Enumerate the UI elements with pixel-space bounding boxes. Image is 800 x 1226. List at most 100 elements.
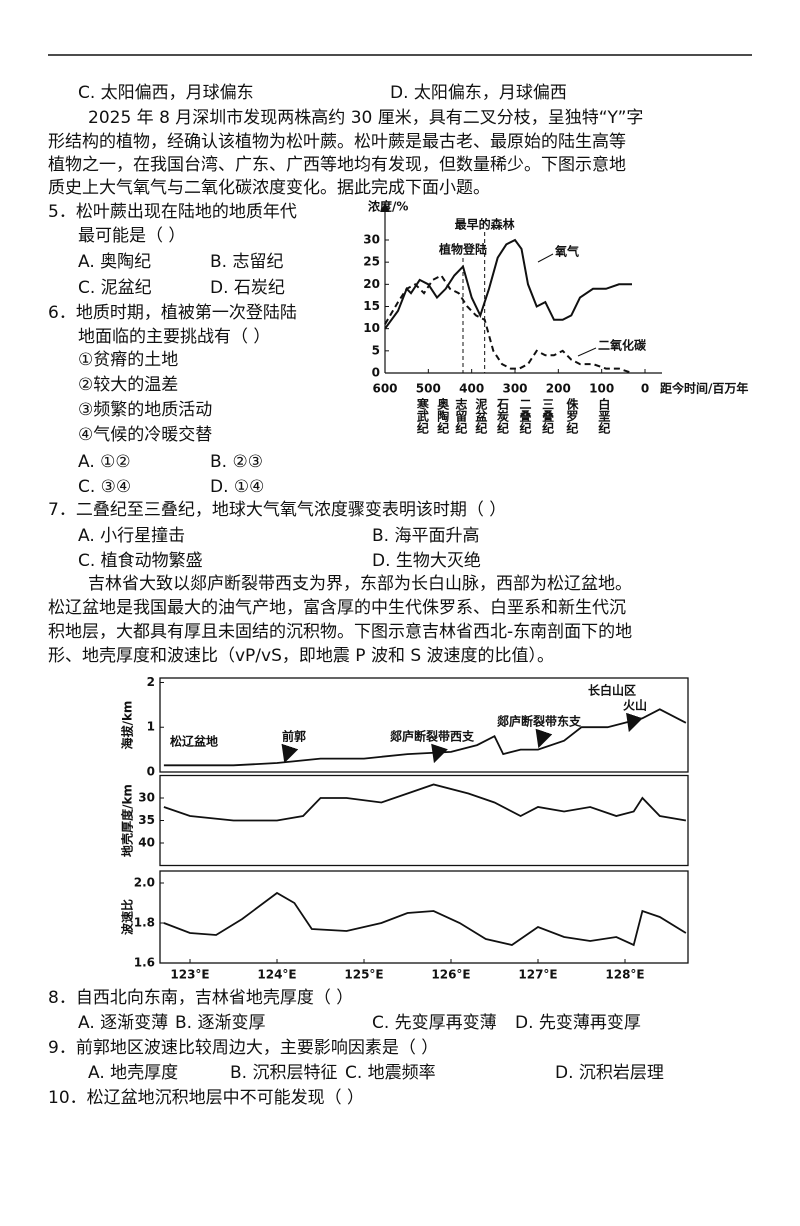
y-axis-label: 海拔/km	[120, 701, 135, 750]
option: D. 沉积岩层理	[555, 1063, 664, 1083]
profile-line	[163, 783, 687, 822]
option: A. 奥陶纪	[78, 252, 151, 272]
x-tick-label: 100	[589, 382, 614, 396]
y-tick-label: 1.8	[134, 916, 155, 930]
x-tick-label: 123°E	[170, 968, 209, 982]
passage-line: 形结构的植物，经确认该植物为松叶蕨。松叶蕨是最古老、最原始的陆生高等	[48, 132, 626, 152]
option: C. 植食动物繁盛	[78, 551, 203, 571]
option: C. 太阳偏西，月球偏东	[78, 83, 254, 103]
option: C. ③④	[78, 477, 131, 497]
option: A. 小行星撞击	[78, 526, 185, 546]
passage-line: 形、地壳厚度和波速比（vP/vS，即地震 P 波和 S 波速度的比值）。	[48, 646, 554, 666]
y-tick-label: 0	[147, 765, 155, 779]
period-label: 志留纪	[454, 397, 468, 435]
panel-frame	[159, 870, 689, 964]
y-tick-label: 2	[147, 675, 155, 689]
x-tick-label: 200	[546, 382, 571, 396]
legend-label: 氧气	[554, 244, 579, 259]
y-tick-label: 1	[147, 720, 155, 734]
y-tick-label: 35	[138, 813, 155, 827]
option: B. 海平面升高	[372, 526, 479, 546]
question-stem: 5．松叶蕨出现在陆地的地质年代	[48, 202, 297, 222]
annotation: 火山	[623, 698, 647, 713]
period-label: 奥陶纪	[436, 397, 450, 435]
data-line	[384, 274, 633, 374]
option: B. ②③	[210, 452, 263, 472]
x-axis-label: 距今时间/百万年	[660, 381, 748, 396]
option: D. ①④	[210, 477, 264, 497]
question-stem: 最可能是（ ）	[78, 226, 185, 246]
x-tick-label: 400	[459, 382, 484, 396]
option: A. ①②	[78, 452, 131, 472]
passage-line: 2025 年 8 月深圳市发现两株高约 30 厘米，具有二叉分枝，呈独特“Y”字	[88, 108, 643, 128]
period-label: 二叠纪	[518, 398, 532, 435]
annotation-arrow	[626, 712, 643, 733]
option: D. 先变薄再变厚	[515, 1013, 641, 1033]
legend-label: 二氧化碳	[598, 338, 647, 353]
passage-line: 质史上大气氧气与二氧化碳浓度变化。据此完成下面小题。	[48, 178, 490, 198]
y-tick-label: 5	[372, 343, 380, 357]
passage-line: 吉林省大致以郯庐断裂带西支为界，东部为长白山脉，西部为松辽盆地。	[88, 574, 632, 594]
x-tick-label: 500	[416, 382, 441, 396]
period-label: 白垩纪	[597, 397, 611, 435]
annotation-arrow	[535, 728, 553, 749]
leader	[537, 253, 554, 263]
statement: ③频繁的地质活动	[78, 400, 212, 420]
x-tick-label: 124°E	[257, 968, 296, 982]
y-tick-label: 30	[138, 791, 155, 805]
annotation-arrow	[431, 743, 448, 764]
option: C. 地震频率	[345, 1063, 436, 1083]
question-stem: 地面临的主要挑战有（ ）	[78, 327, 270, 347]
option: D. 太阳偏东，月球偏西	[390, 83, 567, 103]
y-tick-label: 0	[372, 366, 380, 380]
y-tick-label: 30	[363, 233, 380, 247]
y-axis-label: 波速比	[120, 899, 135, 935]
statement: ④气候的冷暖交替	[78, 425, 212, 445]
period-label: 三叠纪	[541, 398, 555, 435]
annotation: 松辽盆地	[170, 734, 218, 749]
statement: ①贫瘠的土地	[78, 350, 178, 370]
panel-frame	[159, 677, 689, 773]
y-tick-label: 2.0	[134, 876, 155, 890]
annotation: 长白山区	[588, 683, 636, 698]
annotation-arrow	[281, 743, 299, 764]
passage-line: 积地层，大都具有厚且未固结的沉积物。下图示意吉林省西北-东南剖面下的地	[48, 622, 632, 642]
y-tick-label: 25	[363, 255, 380, 269]
annotation: 最早的森林	[455, 217, 515, 232]
option: D. 石炭纪	[210, 278, 285, 298]
period-label: 寒武纪	[415, 397, 429, 435]
y-tick-label: 15	[363, 299, 380, 313]
option: D. 生物大灭绝	[372, 551, 481, 571]
y-axis-label: 地壳厚度/km	[120, 784, 135, 857]
x-tick-label: 126°E	[431, 968, 470, 982]
y-tick-label: 20	[363, 277, 380, 291]
y-axis-label: 浓度/%	[368, 199, 408, 214]
x-tick-label: 0	[641, 382, 649, 396]
profile-line	[163, 891, 687, 947]
option: A. 地壳厚度	[88, 1063, 178, 1083]
option: B. 沉积层特征	[230, 1063, 337, 1083]
passage-line: 植物之一，在我国台湾、广东、广西等地均有发现，但数量稀少。下图示意地	[48, 155, 626, 175]
y-tick-label: 40	[138, 836, 155, 850]
x-tick-label: 300	[502, 382, 527, 396]
data-line	[384, 238, 632, 330]
period-label: 侏罗纪	[565, 397, 579, 435]
option: B. 逐渐变厚	[175, 1013, 265, 1033]
passage-line: 松辽盆地是我国最大的油气产地，富含厚的中生代侏罗系、白垩系和新生代沉	[48, 598, 626, 618]
option: B. 志留纪	[210, 252, 283, 272]
question-stem: 6．地质时期，植被第一次登陆陆	[48, 303, 297, 323]
option: A. 逐渐变薄	[78, 1013, 168, 1033]
y-tick-label: 10	[363, 321, 380, 335]
annotation: 前郭	[282, 729, 306, 744]
question-stem: 10．松辽盆地沉积地层中不可能发现（ ）	[48, 1088, 364, 1108]
question-stem: 8．自西北向东南，吉林省地壳厚度（ ）	[48, 988, 353, 1008]
x-tick-label: 128°E	[605, 968, 644, 982]
period-label: 泥盆纪	[474, 398, 488, 435]
annotation: 郯庐断裂带西支	[389, 729, 475, 744]
x-tick-label: 125°E	[344, 968, 383, 982]
annotation: 郯庐断裂带东支	[496, 714, 582, 729]
x-tick-label: 127°E	[518, 968, 557, 982]
statement: ②较大的温差	[78, 375, 178, 395]
